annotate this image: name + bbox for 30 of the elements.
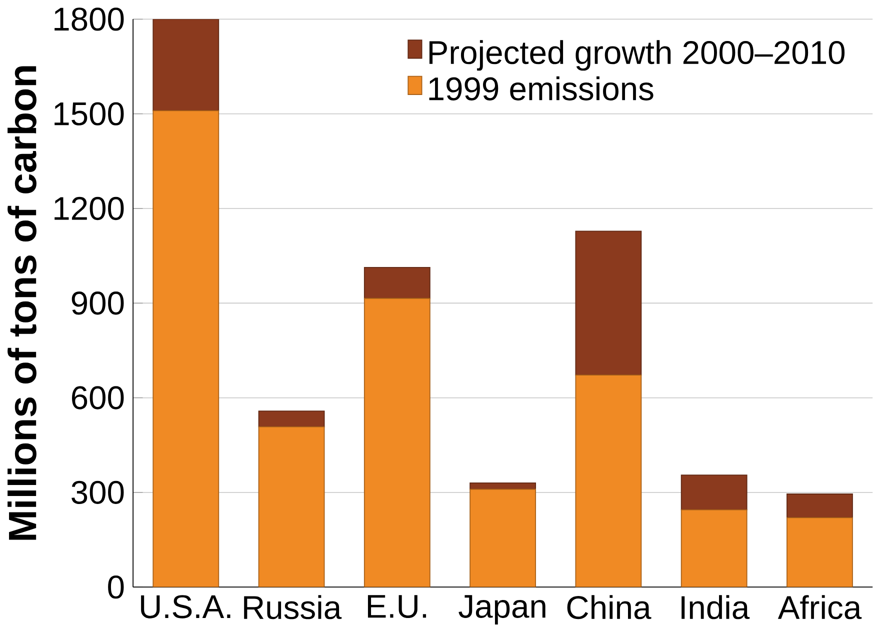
bar xyxy=(680,474,748,510)
x-tick-label: China xyxy=(567,595,652,620)
bar xyxy=(470,488,536,588)
bar xyxy=(786,494,853,518)
x-tick-label: Africa xyxy=(778,595,862,620)
x-tick-label: Russia xyxy=(244,595,342,620)
bar xyxy=(364,267,430,299)
x-tick-label: India xyxy=(682,595,750,620)
legend-label: 1999 emissions xyxy=(429,76,654,100)
bar xyxy=(575,230,642,376)
y-tick-label: 900 xyxy=(72,292,124,315)
bar xyxy=(786,517,853,588)
x-tick-label: Japan xyxy=(458,595,546,624)
bar xyxy=(258,410,325,428)
y-tick-label: 1500 xyxy=(54,102,124,126)
bar xyxy=(152,110,220,588)
y-axis-title: Millions of tons of carbon xyxy=(8,66,36,540)
bar xyxy=(680,509,748,588)
bar xyxy=(152,19,220,112)
y-tick-label: 1800 xyxy=(54,8,124,31)
x-tick-label: U.S.A. xyxy=(141,595,230,618)
y-tick-label: 300 xyxy=(72,480,124,504)
y-tick-label: 1200 xyxy=(54,196,124,220)
bar xyxy=(575,374,642,588)
bar xyxy=(258,426,325,588)
y-tick-label: 600 xyxy=(72,386,124,410)
y-tick-label: 0 xyxy=(108,575,124,599)
bar xyxy=(364,298,430,588)
legend-label: Projected growth 2000–2010 xyxy=(429,40,845,71)
x-tick-label: E.U. xyxy=(368,595,426,618)
